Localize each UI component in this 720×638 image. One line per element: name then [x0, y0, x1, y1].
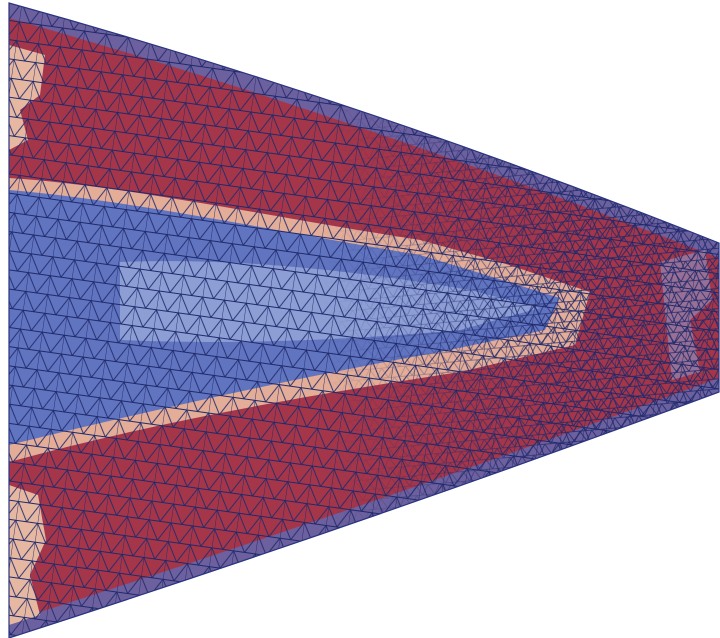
- mesh-view: [0, 0, 720, 638]
- mesh-fine: [0, 0, 720, 638]
- mesh-body: [0, 0, 720, 638]
- page: (() => { const data = JSON.parse(documen…: [0, 0, 720, 638]
